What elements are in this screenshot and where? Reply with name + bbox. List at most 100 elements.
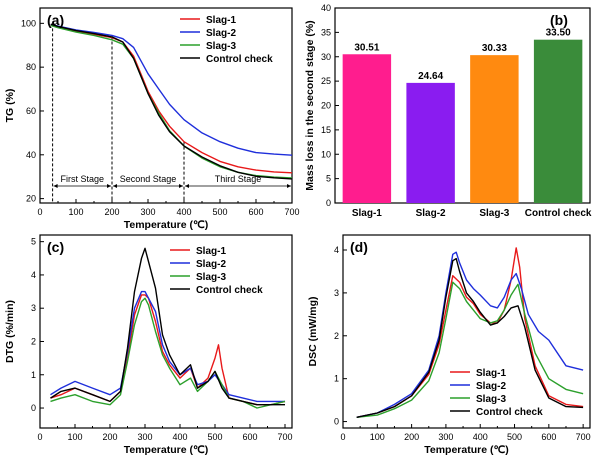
- x-tick-label: 400: [473, 432, 488, 442]
- plot-frame: [39, 234, 293, 429]
- plot-frame: [342, 234, 591, 429]
- series-line-slag-2: [356, 251, 584, 418]
- x-tick-label: 700: [277, 432, 292, 442]
- series-line-control-check: [50, 247, 285, 406]
- y-tick-label: 60: [26, 106, 36, 116]
- x-tick-label: 300: [438, 432, 453, 442]
- y-tick-label: 1: [334, 374, 339, 384]
- panel-a: 0 100 200 300 400 500 600 700 20 40 60 80 100 First S…: [4, 7, 300, 231]
- x-tick-label: 300: [140, 207, 155, 217]
- bar-control-check: [533, 39, 583, 203]
- series-line-control-check: [50, 23, 293, 180]
- x-tick-label: 100: [68, 207, 83, 217]
- series-line-control-check: [356, 257, 584, 418]
- x-tick-label: 0: [340, 432, 345, 442]
- x-tick-label: 0: [37, 432, 42, 442]
- stage-arrowhead-left: [185, 184, 189, 188]
- x-tick-label: 200: [102, 432, 117, 442]
- legend-label: Control check: [206, 54, 273, 65]
- y-axis-label: DSC (mW/mg): [307, 297, 319, 367]
- legend-label: Slag-3: [196, 272, 226, 283]
- y-tick-label: 40: [26, 150, 36, 160]
- x-tick-label: 600: [242, 432, 257, 442]
- y-tick-label: 0: [326, 198, 331, 208]
- stage-arrowhead-left: [113, 184, 117, 188]
- x-axis-label: Temperature (℃): [124, 444, 209, 456]
- y-tick-label: 1: [31, 370, 36, 380]
- bar-value-label: 24.64: [418, 71, 443, 82]
- x-category-label: Slag-1: [352, 208, 382, 219]
- x-axis-label: Temperature (℃): [124, 219, 209, 231]
- stage-label: First Stage: [61, 174, 105, 184]
- legend-label: Control check: [196, 285, 263, 296]
- y-tick-label: 100: [21, 18, 36, 28]
- y-tick-label: 4: [31, 270, 36, 280]
- panel-label: (b): [550, 12, 568, 28]
- y-tick-label: 20: [26, 194, 36, 204]
- x-category-label: Slag-2: [416, 208, 446, 219]
- y-tick-label: 10: [321, 149, 331, 159]
- x-tick-label: 400: [172, 432, 187, 442]
- x-tick-label: 700: [284, 207, 299, 217]
- stage-arrowhead-left: [53, 184, 58, 188]
- y-tick-label: 3: [31, 303, 36, 313]
- x-tick-label: 200: [104, 207, 119, 217]
- bar-slag-3: [470, 55, 519, 203]
- panel-label: (d): [350, 239, 368, 255]
- y-tick-label: 80: [26, 62, 36, 72]
- y-tick-label: 2: [334, 331, 339, 341]
- x-tick-label: 500: [212, 207, 227, 217]
- x-tick-label: 600: [541, 432, 556, 442]
- x-tick-label: 200: [404, 432, 419, 442]
- x-tick-label: 500: [507, 432, 522, 442]
- x-tick-label: 700: [576, 432, 591, 442]
- x-tick-label: 400: [176, 207, 191, 217]
- legend-label: Slag-2: [196, 259, 226, 270]
- y-tick-label: 25: [321, 76, 331, 86]
- y-tick-label: 3: [334, 288, 339, 298]
- series-line-slag-3: [50, 24, 293, 179]
- series-line-slag-3: [356, 281, 584, 418]
- bar-slag-1: [342, 54, 392, 203]
- bar-slag-2: [406, 82, 455, 203]
- x-category-label: Control check: [525, 208, 592, 219]
- x-tick-label: 100: [67, 432, 82, 442]
- stage-arrowhead-right: [179, 184, 183, 188]
- stage-label: Third Stage: [215, 174, 262, 184]
- series-line-slag-2: [50, 290, 285, 403]
- y-axis-label: DTG (%/min): [4, 300, 16, 363]
- x-category-label: Slag-3: [479, 208, 509, 219]
- legend-label: Slag-3: [206, 41, 236, 52]
- series-line-slag-2: [50, 23, 293, 156]
- y-tick-label: 5: [326, 174, 331, 184]
- panel-label: (c): [47, 239, 64, 255]
- x-axis-label: Temperature (℃): [424, 444, 509, 456]
- panel-c: 0 100 200 300 400 500 600 700 0 1 2 3 4 5 Slag-1 Slag-2…: [4, 234, 293, 456]
- legend-label: Slag-2: [476, 381, 506, 392]
- legend-label: Control check: [476, 407, 543, 418]
- x-tick-label: 500: [207, 432, 222, 442]
- legend-label: Slag-1: [206, 15, 236, 26]
- series-line-slag-1: [50, 23, 293, 174]
- bar-value-label: 30.51: [354, 42, 379, 53]
- y-tick-label: 0: [334, 417, 339, 427]
- panel-d: 0 100 200 300 400 500 600 700 0 1 2 3 4 Slag-1 Slag-2 S…: [307, 234, 591, 456]
- panel-b: 0 5 10 15 20 25 30 35 40 30.51 Slag-1 24.64 Slag-2 30…: [304, 3, 592, 219]
- y-tick-label: 40: [321, 3, 331, 13]
- y-tick-label: 35: [321, 27, 331, 37]
- legend-label: Slag-3: [476, 394, 506, 405]
- x-tick-label: 0: [37, 207, 42, 217]
- y-tick-label: 30: [321, 52, 331, 62]
- x-tick-label: 600: [248, 207, 263, 217]
- stage-label: Second Stage: [120, 174, 177, 184]
- series-line-slag-1: [356, 247, 584, 418]
- y-tick-label: 20: [321, 101, 331, 111]
- y-axis-label: TG (%): [4, 89, 16, 123]
- stage-arrowhead-right: [287, 184, 291, 188]
- bar-value-label: 33.50: [546, 28, 571, 39]
- x-tick-label: 100: [370, 432, 385, 442]
- y-tick-label: 4: [334, 245, 339, 255]
- stage-arrowhead-right: [107, 184, 111, 188]
- legend-label: Slag-2: [206, 28, 236, 39]
